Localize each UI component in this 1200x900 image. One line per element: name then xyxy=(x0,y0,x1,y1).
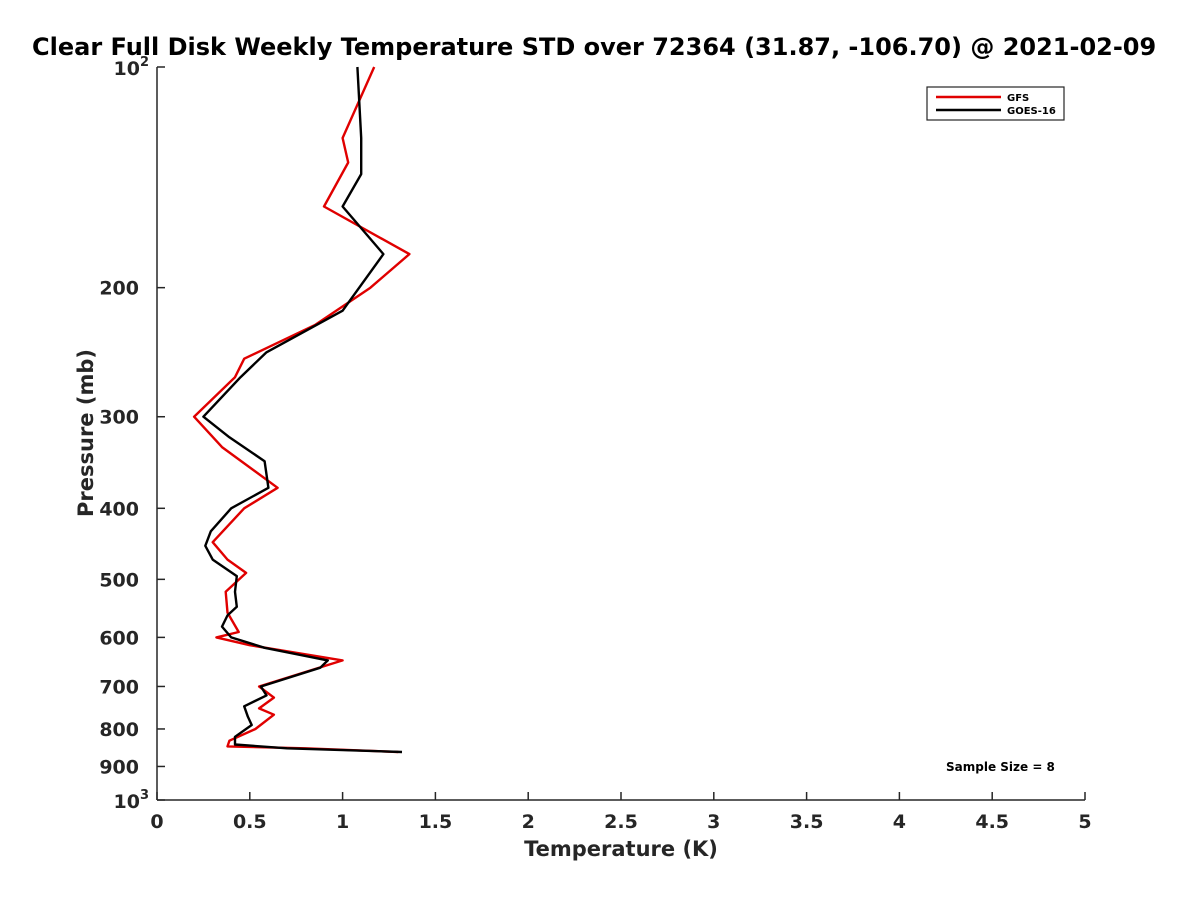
x-tick-label-7: 3.5 xyxy=(790,811,824,833)
y-tick-label-3: 400 xyxy=(99,498,139,520)
legend: GFS GOES-16 xyxy=(926,86,1065,121)
y-tick-exponent-0: 2 xyxy=(140,55,149,70)
series-line-gfs xyxy=(192,66,411,754)
y-tick-label-8: 900 xyxy=(99,756,139,778)
y-tick-label-0: 102 xyxy=(114,55,150,80)
x-tick-label-3: 1.5 xyxy=(419,811,453,833)
chart-title: Clear Full Disk Weekly Temperature STD o… xyxy=(32,33,1156,61)
y-tick-label-2: 300 xyxy=(99,407,139,429)
x-axis-label: Temperature (K) xyxy=(524,837,718,861)
y-tick-label-5: 600 xyxy=(99,627,139,649)
y-tick-label-6: 700 xyxy=(99,676,139,698)
x-tick-label-9: 4.5 xyxy=(975,811,1009,833)
x-axis-ticks: 0 0.5 1 1.5 2 2.5 3 3.5 4 4.5 5 xyxy=(150,792,1092,833)
series-layer xyxy=(192,66,411,754)
y-tick-exponent-9: 3 xyxy=(140,788,149,803)
x-tick-label-4: 2 xyxy=(522,811,535,833)
sample-size-annotation: Sample Size = 8 xyxy=(946,760,1055,774)
y-tick-base-9: 10 xyxy=(114,791,140,813)
x-tick-label-8: 4 xyxy=(893,811,906,833)
y-tick-base-0: 10 xyxy=(114,58,140,80)
legend-label-gfs: GFS xyxy=(1007,93,1029,104)
legend-box xyxy=(926,86,1065,121)
x-tick-label-1: 0.5 xyxy=(233,811,267,833)
x-tick-label-5: 2.5 xyxy=(604,811,638,833)
y-tick-label-4: 500 xyxy=(99,569,139,591)
x-tick-label-6: 3 xyxy=(707,811,720,833)
y-tick-label-7: 800 xyxy=(99,719,139,741)
y-tick-label-9: 103 xyxy=(114,788,150,813)
y-tick-label-1: 200 xyxy=(99,278,139,300)
series-line-goes-16 xyxy=(202,66,403,754)
y-axis-label: Pressure (mb) xyxy=(74,349,98,517)
legend-label-goes16: GOES-16 xyxy=(1007,106,1056,117)
x-tick-label-10: 5 xyxy=(1078,811,1091,833)
x-tick-label-2: 1 xyxy=(336,811,349,833)
x-tick-label-0: 0 xyxy=(150,811,163,833)
